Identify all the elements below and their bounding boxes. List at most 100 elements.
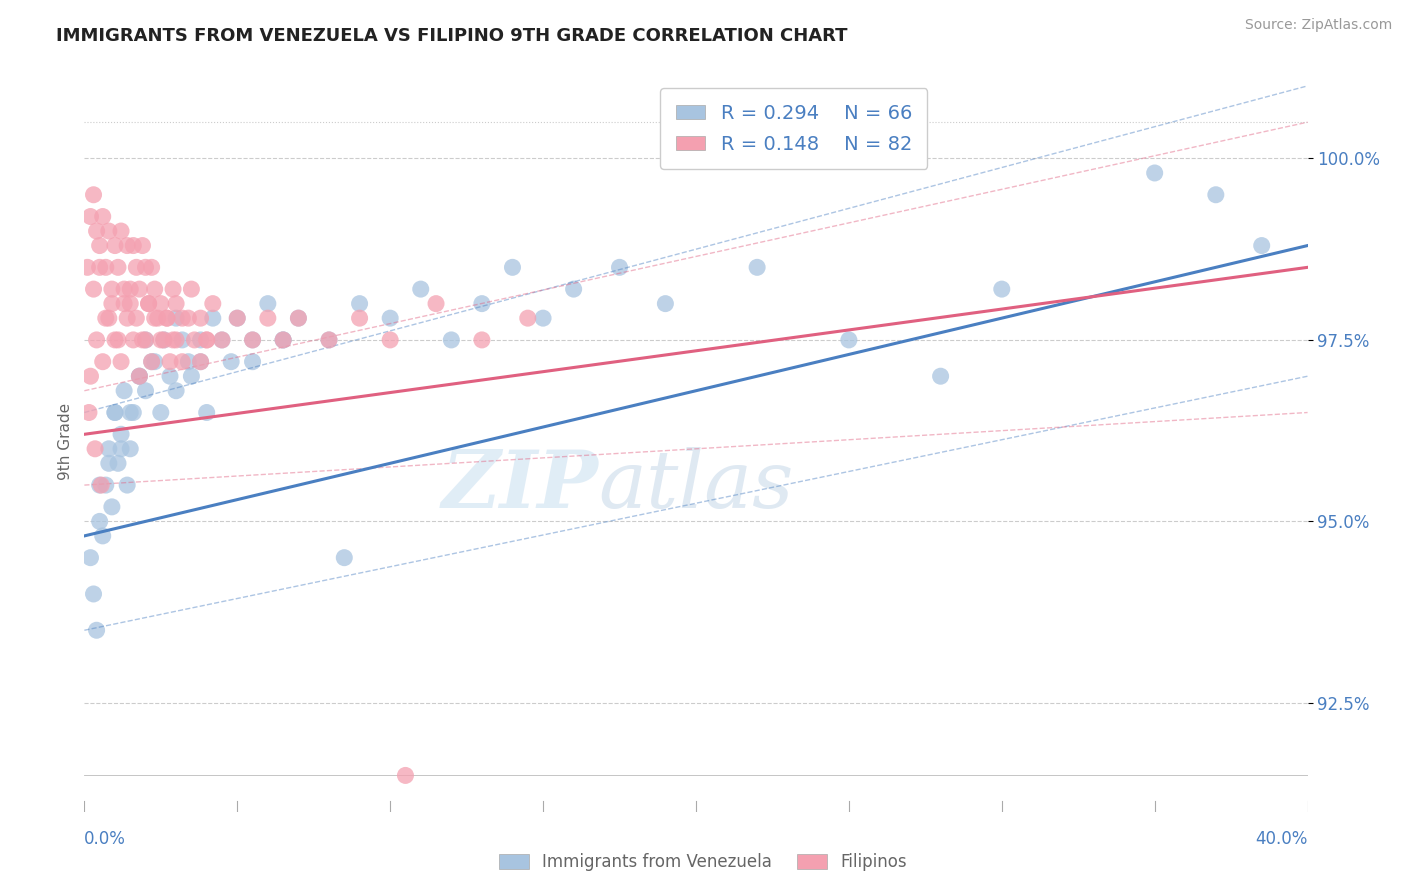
Point: [172, 333, 194, 347]
Point: [101, 500, 124, 514]
Point: [929, 369, 952, 384]
Point: [107, 260, 129, 275]
Point: [143, 354, 166, 368]
Point: [149, 405, 172, 419]
Point: [149, 333, 172, 347]
Point: [242, 333, 264, 347]
Point: [177, 354, 200, 368]
Point: [91, 529, 114, 543]
Point: [257, 296, 280, 310]
Point: [83, 282, 105, 296]
Point: [120, 296, 142, 310]
Point: [165, 296, 187, 310]
Point: [271, 333, 294, 347]
Point: [90, 478, 112, 492]
Point: [190, 311, 212, 326]
Point: [122, 238, 145, 252]
Point: [91, 354, 114, 368]
Text: 0.0%: 0.0%: [84, 830, 127, 848]
Point: [112, 296, 135, 310]
Legend: Immigrants from Venezuela, Filipinos: Immigrants from Venezuela, Filipinos: [491, 845, 915, 880]
Text: IMMIGRANTS FROM VENEZUELA VS FILIPINO 9TH GRADE CORRELATION CHART: IMMIGRANTS FROM VENEZUELA VS FILIPINO 9T…: [56, 27, 848, 45]
Point: [83, 187, 105, 202]
Point: [110, 354, 132, 368]
Point: [97, 456, 120, 470]
Point: [125, 260, 148, 275]
Point: [110, 224, 132, 238]
Point: [425, 296, 447, 310]
Point: [219, 354, 242, 368]
Point: [349, 296, 371, 310]
Point: [79, 210, 101, 224]
Point: [112, 282, 135, 296]
Point: [502, 260, 524, 275]
Point: [128, 282, 150, 296]
Point: [86, 624, 108, 638]
Point: [97, 311, 120, 326]
Point: [104, 405, 127, 419]
Point: [172, 311, 194, 326]
Point: [242, 354, 264, 368]
Point: [79, 369, 101, 384]
Point: [104, 405, 127, 419]
Point: [747, 260, 769, 275]
Point: [77, 405, 100, 419]
Point: [162, 282, 184, 296]
Point: [122, 405, 145, 419]
Point: [156, 311, 179, 326]
Point: [183, 333, 205, 347]
Point: [156, 311, 179, 326]
Point: [333, 550, 356, 565]
Point: [165, 333, 187, 347]
Point: [94, 311, 117, 326]
Point: [190, 354, 212, 368]
Point: [135, 260, 157, 275]
Legend: R = 0.294    N = 66, R = 0.148    N = 82: R = 0.294 N = 66, R = 0.148 N = 82: [661, 88, 928, 169]
Point: [471, 333, 494, 347]
Point: [159, 354, 181, 368]
Point: [177, 311, 200, 326]
Point: [149, 296, 172, 310]
Point: [195, 405, 218, 419]
Point: [195, 333, 218, 347]
Point: [257, 311, 280, 326]
Point: [138, 296, 160, 310]
Point: [83, 587, 105, 601]
Point: [271, 333, 294, 347]
Point: [1250, 238, 1272, 252]
Point: [101, 296, 124, 310]
Point: [180, 369, 202, 384]
Point: [838, 333, 860, 347]
Text: atlas: atlas: [598, 447, 793, 524]
Point: [440, 333, 463, 347]
Point: [226, 311, 249, 326]
Point: [516, 311, 538, 326]
Point: [180, 282, 202, 296]
Point: [162, 333, 184, 347]
Point: [141, 260, 163, 275]
Point: [531, 311, 554, 326]
Point: [107, 456, 129, 470]
Point: [318, 333, 340, 347]
Point: [101, 282, 124, 296]
Point: [120, 405, 142, 419]
Point: [76, 260, 98, 275]
Point: [86, 224, 108, 238]
Point: [1143, 166, 1166, 180]
Point: [135, 333, 157, 347]
Point: [394, 768, 416, 782]
Point: [97, 442, 120, 456]
Point: [107, 333, 129, 347]
Point: [89, 515, 111, 529]
Point: [104, 333, 127, 347]
Text: ZIP: ZIP: [441, 447, 598, 524]
Point: [128, 369, 150, 384]
Point: [654, 296, 676, 310]
Point: [89, 478, 111, 492]
Point: [287, 311, 309, 326]
Point: [190, 333, 212, 347]
Point: [146, 311, 169, 326]
Point: [128, 369, 150, 384]
Point: [141, 354, 163, 368]
Point: [84, 442, 107, 456]
